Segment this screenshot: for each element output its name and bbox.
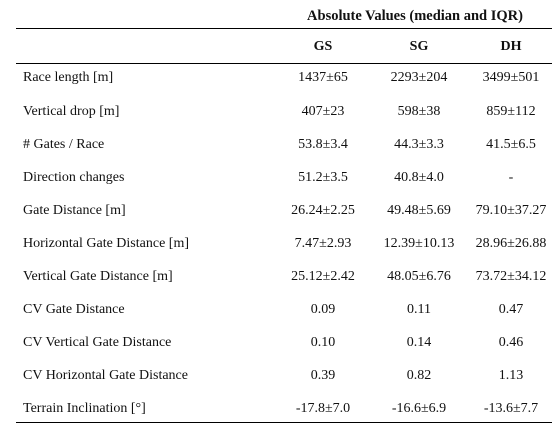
row-label: Terrain Inclination [°] — [23, 401, 146, 416]
gs-value: 51.2±3.5 — [298, 170, 348, 185]
table-rule-header — [16, 63, 552, 64]
row-label: Horizontal Gate Distance [m] — [23, 236, 189, 251]
table-rule-top — [16, 28, 552, 29]
row-label: CV Gate Distance — [23, 302, 125, 317]
row-label: Direction changes — [23, 170, 125, 185]
sg-value: 49.48±5.69 — [387, 203, 451, 218]
sg-value: 44.3±3.3 — [394, 137, 444, 152]
gs-value: 0.09 — [310, 302, 336, 317]
gs-value: 53.8±3.4 — [298, 137, 348, 152]
row-label: # Gates / Race — [23, 137, 105, 152]
table-row: Terrain Inclination [°] -17.8±7.0 -16.6±… — [0, 399, 555, 421]
row-label: Vertical drop [m] — [23, 104, 120, 119]
dh-value: 0.47 — [498, 302, 524, 317]
table-row: Horizontal Gate Distance [m] 7.47±2.93 1… — [0, 234, 555, 256]
gs-value: 25.12±2.42 — [291, 269, 355, 284]
gs-value: 0.39 — [310, 368, 336, 383]
column-header-gs: GS — [313, 39, 333, 54]
table-row: Race length [m] 1437±65 2293±204 3499±50… — [0, 68, 555, 90]
table-row: CV Vertical Gate Distance 0.10 0.14 0.46 — [0, 333, 555, 355]
gs-value: 0.10 — [310, 335, 336, 350]
table-row: Direction changes 51.2±3.5 40.8±4.0 - — [0, 168, 555, 190]
sg-value: -16.6±6.9 — [391, 401, 447, 416]
sg-value: 598±38 — [397, 104, 441, 119]
sg-value: 48.05±6.76 — [387, 269, 451, 284]
table-row: CV Horizontal Gate Distance 0.39 0.82 1.… — [0, 366, 555, 388]
table-group-header: Absolute Values (median and IQR) — [307, 8, 523, 24]
table-row: Gate Distance [m] 26.24±2.25 49.48±5.69 … — [0, 201, 555, 223]
dh-value: 79.10±37.27 — [475, 203, 547, 218]
gs-value: 1437±65 — [298, 70, 348, 85]
column-header-dh: DH — [500, 39, 522, 54]
table-row: CV Gate Distance 0.09 0.11 0.47 — [0, 300, 555, 322]
row-label: CV Vertical Gate Distance — [23, 335, 172, 350]
sg-value: 0.11 — [407, 302, 431, 317]
dh-value: - — [508, 170, 514, 185]
row-label: Gate Distance [m] — [23, 203, 126, 218]
table-row: # Gates / Race 53.8±3.4 44.3±3.3 41.5±6.… — [0, 135, 555, 157]
gs-value: -17.8±7.0 — [295, 401, 351, 416]
dh-value: 859±112 — [486, 104, 536, 119]
row-label: Vertical Gate Distance [m] — [23, 269, 173, 284]
dh-value: 28.96±26.88 — [475, 236, 547, 251]
column-header-sg: SG — [409, 39, 429, 54]
dh-value: 73.72±34.12 — [475, 269, 547, 284]
row-label: CV Horizontal Gate Distance — [23, 368, 188, 383]
row-label: Race length [m] — [23, 70, 114, 85]
table-row: Vertical Gate Distance [m] 25.12±2.42 48… — [0, 267, 555, 289]
table-row: Vertical drop [m] 407±23 598±38 859±112 — [0, 102, 555, 124]
sg-value: 0.82 — [406, 368, 432, 383]
gs-value: 407±23 — [301, 104, 345, 119]
dh-value: 41.5±6.5 — [486, 137, 536, 152]
sg-value: 0.14 — [406, 335, 432, 350]
dh-value: -13.6±7.7 — [483, 401, 539, 416]
dh-value: 1.13 — [498, 368, 524, 383]
gs-value: 7.47±2.93 — [294, 236, 352, 251]
sg-value: 12.39±10.13 — [383, 236, 455, 251]
sg-value: 40.8±4.0 — [394, 170, 444, 185]
dh-value: 3499±501 — [482, 70, 540, 85]
gs-value: 26.24±2.25 — [291, 203, 355, 218]
sg-value: 2293±204 — [390, 70, 448, 85]
dh-value: 0.46 — [498, 335, 524, 350]
